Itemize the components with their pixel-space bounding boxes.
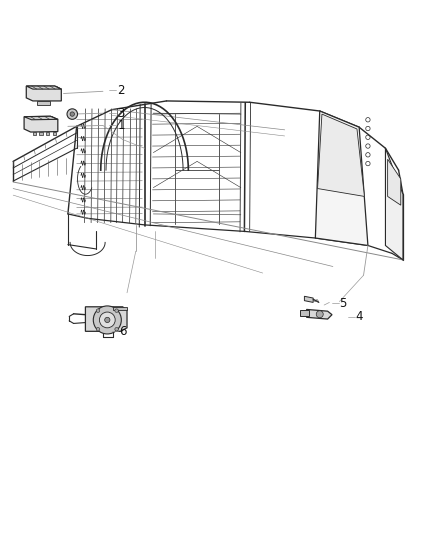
Polygon shape	[26, 86, 61, 101]
Polygon shape	[26, 86, 61, 89]
Text: 6: 6	[119, 325, 127, 338]
Polygon shape	[318, 114, 364, 197]
Text: 5: 5	[339, 297, 347, 310]
Polygon shape	[46, 132, 49, 135]
Text: 3: 3	[117, 107, 125, 120]
Polygon shape	[24, 116, 58, 132]
Circle shape	[70, 112, 74, 116]
Polygon shape	[315, 111, 368, 246]
Polygon shape	[33, 132, 36, 135]
Circle shape	[99, 312, 115, 328]
Polygon shape	[53, 132, 56, 135]
Polygon shape	[24, 116, 58, 120]
Polygon shape	[385, 148, 403, 260]
Polygon shape	[304, 296, 313, 302]
Polygon shape	[300, 310, 309, 317]
Text: 1: 1	[117, 119, 125, 132]
Circle shape	[96, 309, 100, 312]
Circle shape	[105, 317, 110, 322]
Circle shape	[93, 306, 121, 334]
Polygon shape	[307, 310, 332, 319]
Circle shape	[115, 309, 118, 312]
Text: 4: 4	[356, 310, 363, 324]
Polygon shape	[37, 101, 50, 106]
Circle shape	[67, 109, 78, 119]
Polygon shape	[388, 159, 401, 205]
Polygon shape	[85, 307, 127, 332]
Text: 2: 2	[117, 84, 125, 97]
Circle shape	[96, 327, 100, 331]
Circle shape	[316, 311, 323, 318]
Polygon shape	[39, 132, 43, 135]
Polygon shape	[113, 307, 127, 310]
Circle shape	[115, 327, 118, 331]
